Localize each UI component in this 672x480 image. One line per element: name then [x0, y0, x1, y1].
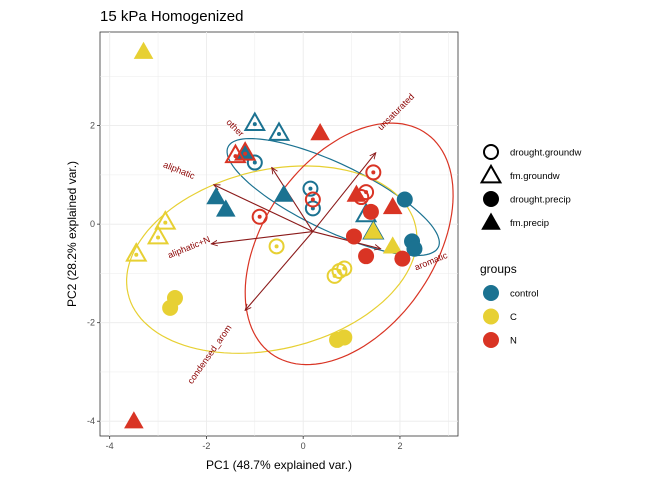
- point-n-drought-precip: [345, 228, 362, 245]
- color-legend-key: [483, 332, 499, 348]
- point-n-fm-precip: [382, 196, 403, 215]
- point-n-fm-precip: [346, 184, 367, 202]
- point-c-fm-groundw: [154, 210, 177, 230]
- point-control-fm-groundw: [267, 121, 291, 141]
- data-points: [124, 41, 423, 429]
- plot-panel: [99, 31, 459, 437]
- point-n-drought-precip: [394, 250, 411, 267]
- y-axis-ticks: -4 -2 0 2: [87, 121, 100, 426]
- shape-legend-label: drought.precip: [510, 195, 571, 206]
- point-control-drought-groundw: [246, 154, 263, 171]
- color-legend-label: C: [510, 312, 517, 323]
- shape-legend: drought.groundw fm.groundw drought.precip f…: [479, 144, 581, 230]
- point-n-drought-precip: [362, 203, 379, 220]
- shape-legend-key: [479, 163, 503, 184]
- ellipse-n: [244, 122, 454, 366]
- shape-legend-key: [483, 144, 499, 160]
- point-c-fm-precip: [133, 41, 154, 59]
- point-n-drought-groundw: [365, 164, 382, 181]
- point-c-drought-precip: [336, 329, 353, 346]
- loading-arrow: [211, 230, 313, 244]
- point-control-fm-precip: [206, 187, 226, 205]
- x-tick-label: -4: [106, 441, 114, 451]
- y-tick-label: -2: [87, 318, 95, 328]
- point-n-fm-precip: [124, 411, 144, 429]
- x-axis-label: PC1 (48.7% explained var.): [206, 458, 352, 472]
- point-n-drought-groundw: [251, 208, 268, 225]
- color-legend-label: N: [510, 336, 517, 347]
- point-control-drought-precip: [396, 191, 413, 208]
- point-c-fm-precip: [363, 221, 384, 239]
- loading-arrow: [312, 231, 381, 249]
- point-n-drought-groundw: [304, 191, 321, 208]
- point-control-fm-precip: [215, 199, 236, 217]
- color-legend: groups control C N: [480, 262, 539, 348]
- loading-arrow: [312, 153, 376, 232]
- point-c-fm-groundw: [146, 224, 170, 245]
- point-control-drought-groundw: [302, 180, 319, 197]
- point-c-drought-groundw: [268, 238, 285, 255]
- point-n-drought-precip: [358, 248, 375, 265]
- shape-legend-key: [481, 212, 501, 230]
- point-c-drought-groundw: [331, 262, 348, 279]
- point-c-fm-groundw: [125, 242, 148, 262]
- point-control-drought-precip: [406, 240, 423, 257]
- y-tick-label: -4: [87, 416, 95, 426]
- shape-legend-label: fm.groundw: [510, 171, 560, 182]
- y-axis-label: PC2 (28.2% explained var.): [65, 161, 79, 307]
- point-n-fm-groundw: [234, 141, 257, 161]
- color-legend-key: [483, 308, 499, 325]
- point-c-drought-precip: [162, 299, 179, 316]
- shape-legend-label: fm.precip: [510, 218, 549, 229]
- ellipse-c: [125, 165, 418, 354]
- loading-arrow: [245, 231, 314, 311]
- color-legend-label: control: [510, 289, 539, 300]
- x-axis-ticks: -4 -2 0 2: [106, 436, 402, 451]
- shape-legend-label: drought.groundw: [510, 148, 581, 159]
- x-tick-label: -2: [202, 441, 210, 451]
- shape-legend-key: [483, 191, 499, 207]
- chart-title: 15 kPa Homogenized: [100, 8, 243, 25]
- grid-lines: [100, 32, 458, 436]
- point-n-fm-precip: [310, 123, 330, 141]
- point-control-fm-precip: [274, 184, 294, 202]
- color-legend-key: [483, 285, 499, 301]
- point-control-fm-groundw: [243, 111, 266, 132]
- point-c-fm-precip: [382, 236, 403, 254]
- loading-arrow: [214, 184, 314, 233]
- x-tick-label: 0: [301, 441, 306, 451]
- x-tick-label: 2: [397, 441, 402, 451]
- y-tick-label: 2: [90, 121, 95, 131]
- color-legend-title: groups: [480, 262, 517, 276]
- y-tick-label: 0: [90, 219, 95, 229]
